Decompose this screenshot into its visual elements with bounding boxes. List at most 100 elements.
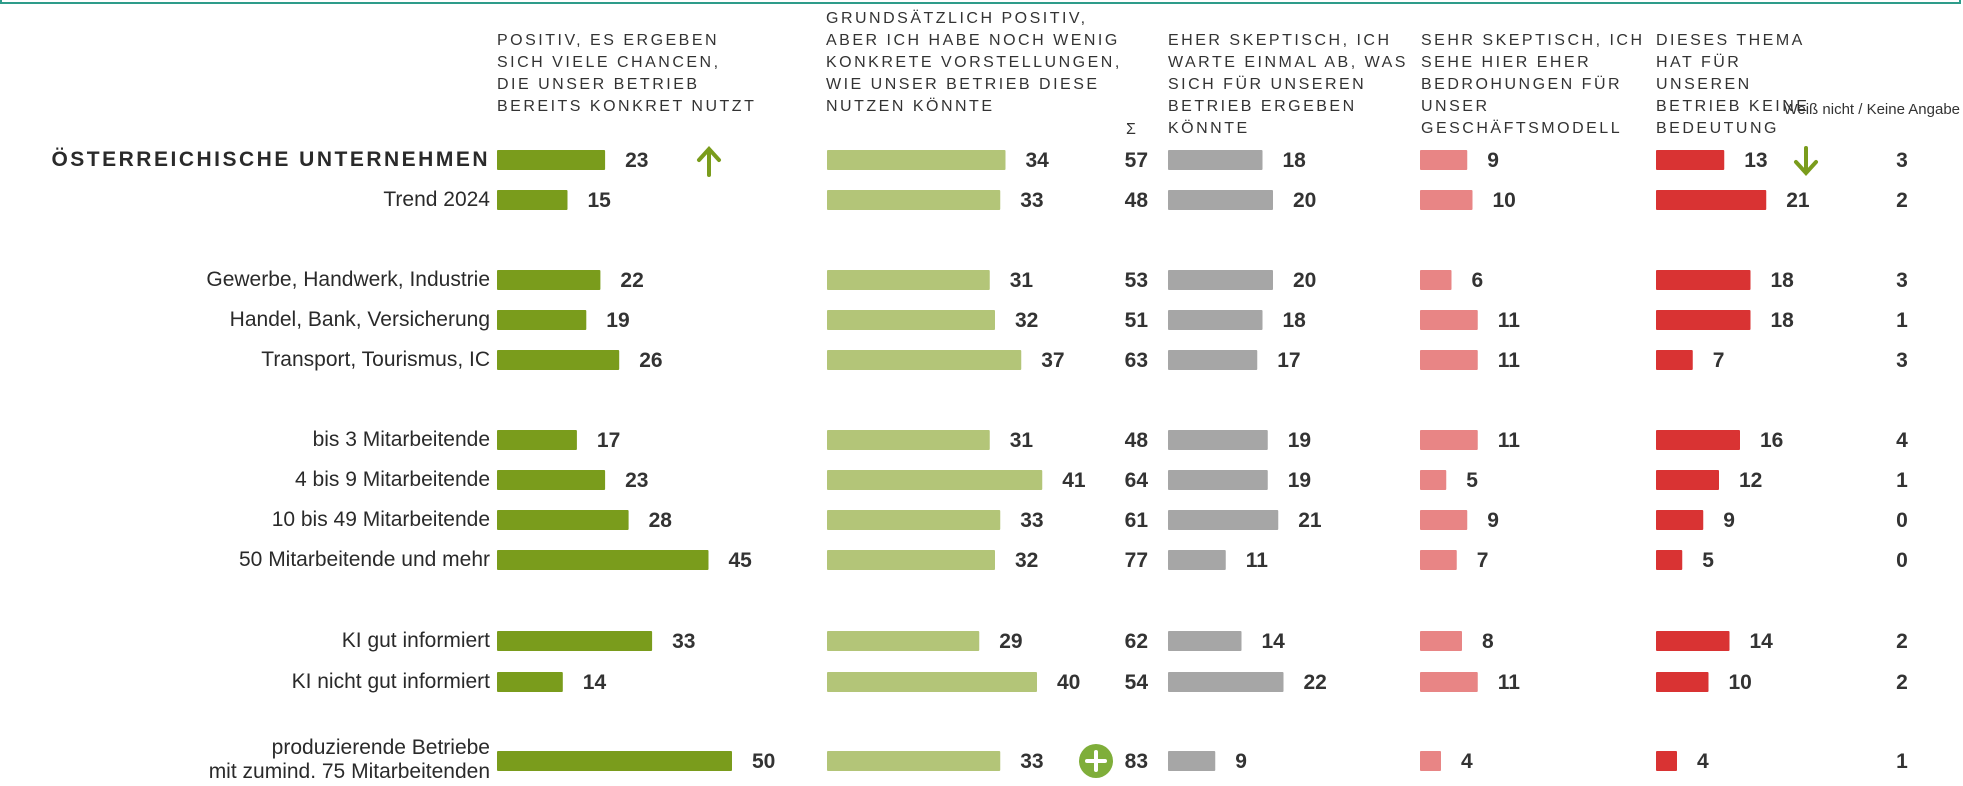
basically-positive-value: 31: [1010, 269, 1034, 292]
skeptical-bar: [1168, 190, 1273, 210]
basically-positive-value: 31: [1010, 429, 1034, 452]
basically-positive-value: 40: [1057, 671, 1080, 694]
positive-value: 17: [597, 429, 620, 452]
very-skeptical-value: 5: [1466, 469, 1478, 492]
very-skeptical-value: 11: [1498, 429, 1521, 452]
row-label: 10 bis 49 Mitarbeitende: [271, 508, 490, 531]
no-relevance-value: 10: [1729, 671, 1752, 694]
skeptical-value: 22: [1304, 671, 1327, 694]
very-skeptical-bar: [1420, 510, 1468, 530]
positive-bar: [497, 550, 709, 570]
very-skeptical-bar: [1420, 350, 1478, 370]
skeptical-bar: [1168, 672, 1284, 692]
dont-know-value: 1: [1896, 309, 1908, 332]
basically-positive-bar: [827, 631, 980, 651]
row-label: KI nicht gut informiert: [291, 670, 490, 693]
sum-value: 83: [1125, 750, 1148, 773]
very-skeptical-value: 11: [1498, 309, 1521, 332]
header-very-skeptical: Sehr skeptisch, ich sehe hier eher Bedro…: [1421, 32, 1645, 137]
no-relevance-bar: [1656, 672, 1709, 692]
skeptical-bar: [1168, 631, 1242, 651]
skeptical-bar: [1168, 150, 1263, 170]
basically-positive-value: 37: [1041, 349, 1064, 372]
no-relevance-bar: [1656, 510, 1704, 530]
header-positive: Positiv, es ergeben sich viele Chancen, …: [497, 32, 757, 115]
skeptical-bar: [1168, 430, 1268, 450]
row-label: Handel, Bank, Versicherung: [229, 308, 490, 331]
arrow-up-icon: [697, 146, 721, 177]
skeptical-value: 18: [1283, 149, 1307, 172]
skeptical-value: 20: [1293, 269, 1316, 292]
very-skeptical-value: 11: [1498, 671, 1521, 694]
no-relevance-bar: [1656, 631, 1730, 651]
basically-positive-bar: [827, 510, 1001, 530]
row-label: Transport, Tourismus, IC: [261, 348, 490, 371]
dont-know-value: 2: [1896, 189, 1908, 212]
positive-bar: [497, 672, 563, 692]
dont-know-value: 3: [1896, 269, 1908, 292]
positive-bar: [497, 270, 601, 290]
positive-value: 33: [672, 630, 695, 653]
no-relevance-value: 12: [1739, 469, 1762, 492]
sum-value: 61: [1125, 509, 1149, 532]
sum-value: 57: [1125, 149, 1148, 172]
positive-value: 23: [625, 469, 648, 492]
basically-positive-value: 41: [1062, 469, 1086, 492]
no-relevance-bar: [1656, 270, 1751, 290]
basically-positive-bar: [827, 430, 990, 450]
no-relevance-bar: [1656, 350, 1693, 370]
positive-value: 15: [588, 189, 612, 212]
positive-bar: [497, 190, 568, 210]
skeptical-value: 18: [1283, 309, 1307, 332]
very-skeptical-value: 6: [1472, 269, 1484, 292]
skeptical-value: 9: [1235, 750, 1247, 773]
dont-know-value: 1: [1896, 750, 1908, 773]
basically-positive-value: 33: [1020, 509, 1043, 532]
positive-value: 26: [639, 349, 662, 372]
very-skeptical-bar: [1420, 430, 1478, 450]
very-skeptical-value: 9: [1487, 149, 1499, 172]
no-relevance-value: 9: [1723, 509, 1735, 532]
no-relevance-value: 5: [1702, 549, 1714, 572]
dont-know-value: 2: [1896, 671, 1908, 694]
sum-value: 54: [1125, 671, 1149, 694]
row-label: 50 Mitarbeitende und mehr: [239, 548, 490, 571]
no-relevance-bar: [1656, 150, 1725, 170]
no-relevance-value: 21: [1786, 189, 1810, 212]
basically-positive-bar: [827, 672, 1037, 692]
header-no-relevance: Dieses Thema hat für unseren Betrieb kei…: [1656, 32, 1810, 137]
no-relevance-value: 14: [1750, 630, 1774, 653]
very-skeptical-value: 4: [1461, 750, 1473, 773]
sum-value: 64: [1125, 469, 1149, 492]
no-relevance-bar: [1656, 430, 1740, 450]
positive-bar: [497, 150, 606, 170]
skeptical-value: 21: [1298, 509, 1322, 532]
row-label: Österreichische Unternehmen: [51, 148, 490, 171]
positive-bar: [497, 430, 577, 450]
basically-positive-value: 32: [1015, 309, 1038, 332]
skeptical-value: 20: [1293, 189, 1316, 212]
no-relevance-value: 4: [1697, 750, 1709, 773]
dont-know-value: 1: [1896, 469, 1908, 492]
row-label: KI gut informiert: [341, 629, 490, 652]
basically-positive-bar: [827, 190, 1001, 210]
no-relevance-bar: [1656, 310, 1751, 330]
basically-positive-value: 33: [1020, 189, 1043, 212]
basically-positive-value: 29: [999, 630, 1022, 653]
row-label: bis 3 Mitarbeitende: [312, 428, 490, 451]
very-skeptical-bar: [1420, 270, 1452, 290]
positive-bar: [497, 310, 587, 330]
sum-value: 62: [1125, 630, 1148, 653]
positive-value: 14: [583, 671, 607, 694]
no-relevance-value: 13: [1744, 149, 1767, 172]
skeptical-bar: [1168, 270, 1273, 290]
basically-positive-bar: [827, 350, 1022, 370]
sum-value: 63: [1125, 349, 1148, 372]
basically-positive-value: 32: [1015, 549, 1038, 572]
very-skeptical-value: 7: [1477, 549, 1489, 572]
dont-know-value: 2: [1896, 630, 1908, 653]
header-basically-positive: Grundsätzlich positiv, aber ich habe noc…: [826, 10, 1122, 115]
header-dont-know: Weiß nicht / Keine Angabe: [1783, 101, 1961, 118]
very-skeptical-value: 9: [1487, 509, 1499, 532]
